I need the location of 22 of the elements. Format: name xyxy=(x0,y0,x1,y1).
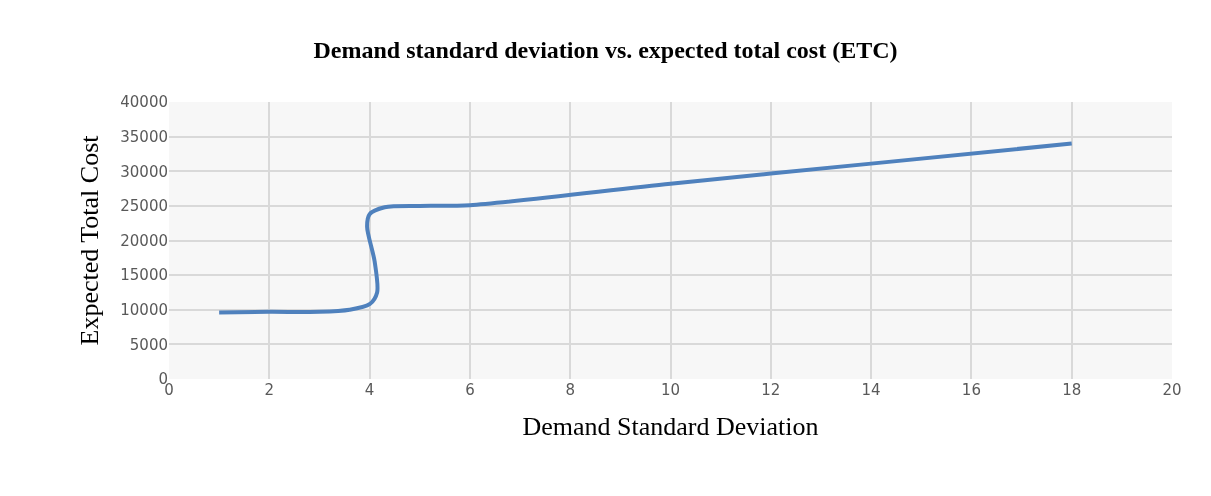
x-tick-label: 2 xyxy=(264,381,275,399)
y-axis-title: Expected Total Cost xyxy=(74,134,104,346)
x-tick-label: 10 xyxy=(660,381,681,399)
y-tick-label: 40000 xyxy=(120,93,168,112)
x-axis-title: Demand Standard Deviation xyxy=(522,411,819,441)
y-tick-label: 15000 xyxy=(120,266,168,285)
x-tick-label: 12 xyxy=(761,381,781,399)
x-tick-label: 16 xyxy=(961,381,981,399)
y-tick-label: 20000 xyxy=(120,231,168,250)
x-tick-label: 6 xyxy=(465,381,475,399)
y-tick-label: 30000 xyxy=(120,162,168,181)
line-series xyxy=(217,141,1074,315)
chart-title: Demand standard deviation vs. expected total cost (ETC) xyxy=(313,37,898,63)
y-tick-label: 25000 xyxy=(120,197,168,216)
y-tick-label: 35000 xyxy=(120,127,168,146)
y-tick-label: 10000 xyxy=(120,301,168,319)
x-tick-label: 8 xyxy=(565,381,575,399)
x-tick-label: 20 xyxy=(1162,381,1182,399)
x-tick-label: 4 xyxy=(364,381,375,399)
y-tick-label: 5000 xyxy=(129,335,168,354)
x-tick-label: 14 xyxy=(861,381,881,399)
x-tick-label: 18 xyxy=(1062,381,1082,399)
